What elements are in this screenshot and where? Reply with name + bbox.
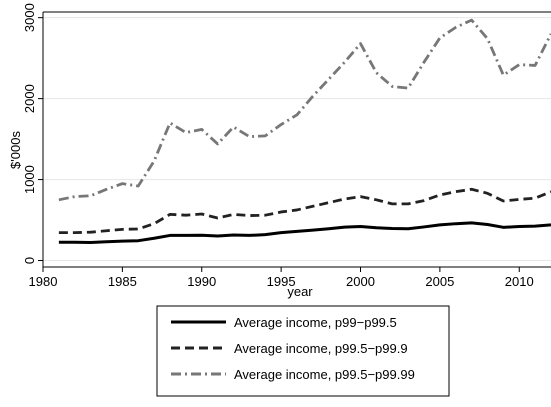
grid-lines (43, 17, 551, 262)
axes (42, 11, 551, 268)
legend-label-series-1: Average income, p99−p99.5 (234, 315, 397, 330)
x-tick-label-2005: 2005 (425, 274, 454, 289)
x-tick-label-2010: 2010 (505, 274, 534, 289)
y-tick-label-1000: 1000 (22, 165, 37, 194)
y-axis-label: $'000s (8, 131, 23, 169)
y-tick-group: 0 1000 2000 3000 (22, 3, 43, 264)
y-tick-label-2000: 2000 (22, 84, 37, 113)
x-tick-label-1990: 1990 (187, 274, 216, 289)
series-line-1 (58, 221, 551, 245)
x-tick-label-1985: 1985 (108, 274, 137, 289)
y-tick-label-0: 0 (22, 257, 37, 264)
x-tick-group: 1980 1985 1990 1995 2000 2005 2010 (29, 267, 534, 289)
y-tick-label-3000: 3000 (22, 3, 37, 32)
x-tick-label-1995: 1995 (267, 274, 296, 289)
x-tick-label-2000: 2000 (346, 274, 375, 289)
series-layer (58, 18, 551, 245)
x-tick-label-1980: 1980 (29, 274, 58, 289)
x-axis-label: year (287, 284, 313, 299)
legend-label-series-3: Average income, p99.5−p99.99 (234, 367, 415, 382)
legend-label-series-2: Average income, p99.5−p99.9 (234, 341, 408, 356)
legend: Average income, p99−p99.5 Average income… (156, 305, 450, 397)
series-line-3 (58, 18, 551, 202)
